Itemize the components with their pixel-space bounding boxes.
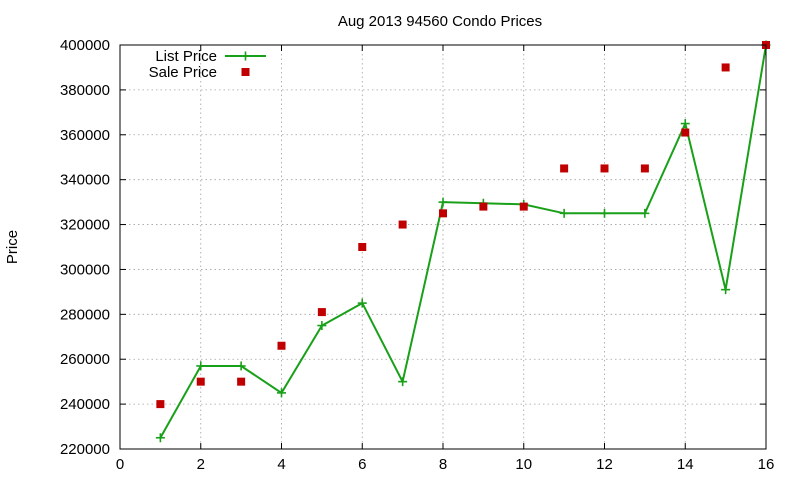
- x-tick-label: 4: [277, 456, 285, 473]
- sale-price-point: [519, 202, 528, 211]
- list-price-point: [438, 197, 448, 207]
- sale-price-point: [560, 164, 569, 173]
- y-axis-label: Price: [4, 230, 21, 264]
- legend-swatch-sale-price: [241, 68, 250, 76]
- x-tick-label: 16: [758, 456, 775, 473]
- x-tick-label: 14: [677, 456, 694, 473]
- y-tick-label: 240000: [60, 396, 110, 413]
- list-price-line: [159, 44, 767, 439]
- plot-area: [155, 40, 771, 443]
- y-tick-label: 360000: [60, 127, 110, 144]
- x-tick-label: 8: [439, 456, 447, 473]
- x-tick-label: 0: [116, 456, 124, 473]
- list-price-point: [398, 377, 408, 387]
- y-tick-label: 280000: [60, 306, 110, 323]
- legend-label-list-price: List Price: [155, 48, 217, 65]
- list-price-point: [680, 119, 690, 129]
- grid: [120, 45, 766, 449]
- axes: 0 2 4 6 8 10 12 14 16 220000 240000 260000 280000 300…: [60, 37, 774, 473]
- sale-price-point: [156, 400, 165, 409]
- y-tick-label: 300000: [60, 261, 110, 278]
- sale-price-point: [196, 377, 205, 386]
- x-tick-label: 12: [596, 456, 613, 473]
- list-price-point: [721, 285, 731, 295]
- sale-price-point: [317, 308, 326, 317]
- list-price-point: [277, 388, 286, 398]
- sale-price-point: [681, 128, 690, 137]
- list-price-point: [600, 208, 609, 218]
- sale-price-point: [439, 209, 447, 218]
- chart-title: Aug 2013 94560 Condo Prices: [338, 13, 542, 30]
- sale-price-point: [358, 243, 367, 251]
- sale-price-point: [479, 202, 488, 211]
- x-tick-label: 10: [515, 456, 532, 473]
- sale-price-point: [237, 377, 246, 386]
- legend-label-sale-price: Sale Price: [149, 64, 217, 81]
- list-price-point: [196, 361, 206, 371]
- sale-price-point: [600, 164, 609, 173]
- list-price-point: [317, 321, 327, 331]
- y-tick-label: 380000: [60, 82, 110, 99]
- sale-price-point: [277, 341, 286, 350]
- list-price-point: [155, 433, 165, 443]
- legend-marker-list-price: [241, 51, 250, 61]
- y-tick-label: 260000: [60, 351, 110, 368]
- sale-price-point: [398, 220, 407, 229]
- list-price-point: [357, 298, 367, 308]
- list-price-point: [559, 208, 569, 218]
- y-tick-label: 320000: [60, 217, 110, 234]
- y-tick-label: 400000: [60, 37, 110, 54]
- list-price-point: [640, 208, 650, 218]
- y-tick-label: 340000: [60, 172, 110, 189]
- sale-price-point: [721, 63, 730, 72]
- x-tick-label: 6: [358, 456, 366, 473]
- list-price-point: [236, 361, 246, 371]
- x-tick-label: 2: [197, 456, 205, 473]
- y-tick-label: 220000: [60, 441, 110, 458]
- sale-price-point: [640, 164, 649, 173]
